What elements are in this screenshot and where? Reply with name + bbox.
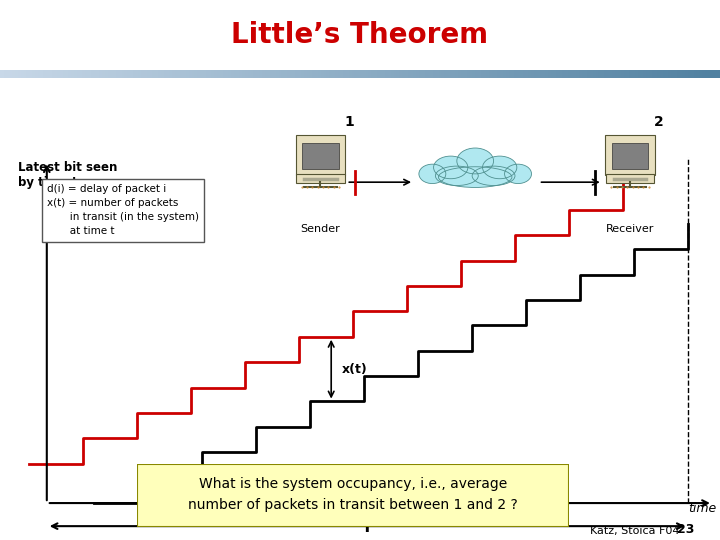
- Text: Little’s Theorem: Little’s Theorem: [231, 21, 489, 49]
- Ellipse shape: [436, 166, 478, 186]
- Text: 23: 23: [678, 523, 695, 536]
- FancyBboxPatch shape: [297, 174, 344, 183]
- Text: time: time: [688, 502, 716, 515]
- Text: x(t): x(t): [342, 363, 368, 376]
- FancyBboxPatch shape: [605, 135, 655, 176]
- Text: Katz, Stoica F04: Katz, Stoica F04: [590, 525, 680, 536]
- Text: d(i) = delay of packet i
x(t) = number of packets
       in transit (in the syst: d(i) = delay of packet i x(t) = number o…: [47, 185, 199, 237]
- Ellipse shape: [433, 156, 468, 179]
- FancyBboxPatch shape: [606, 174, 654, 183]
- Ellipse shape: [438, 167, 512, 187]
- FancyBboxPatch shape: [612, 143, 648, 169]
- Ellipse shape: [482, 156, 517, 179]
- FancyBboxPatch shape: [137, 464, 569, 526]
- Text: Receiver: Receiver: [606, 224, 654, 234]
- Ellipse shape: [505, 164, 531, 184]
- Ellipse shape: [457, 148, 494, 174]
- Text: What is the system occupancy, i.e., average
number of packets in transit between: What is the system occupancy, i.e., aver…: [188, 477, 518, 511]
- FancyBboxPatch shape: [296, 135, 346, 176]
- Ellipse shape: [419, 164, 446, 184]
- Text: 2: 2: [654, 115, 664, 129]
- Ellipse shape: [472, 166, 515, 186]
- Text: Sender: Sender: [300, 224, 341, 234]
- FancyBboxPatch shape: [302, 143, 338, 169]
- Text: T: T: [362, 521, 372, 535]
- Text: Latest bit seen
by time t: Latest bit seen by time t: [18, 161, 117, 190]
- Text: 1: 1: [344, 115, 354, 129]
